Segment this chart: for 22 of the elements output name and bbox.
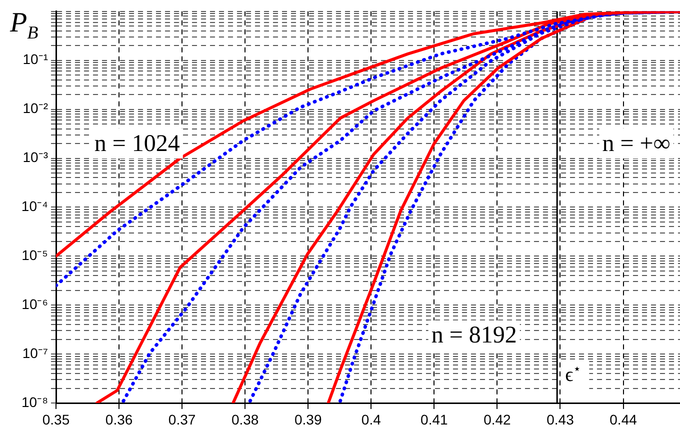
x-tick-label: 0.35 <box>42 411 70 428</box>
x-tick-label: 0.43 <box>546 411 574 428</box>
annotation: n = +∞ <box>602 130 670 157</box>
y-tick-label: 10⁻⁸ <box>22 394 48 410</box>
x-tick-label: 0.37 <box>168 411 196 428</box>
x-tick-label: 0.41 <box>420 411 448 428</box>
y-tick-label: 10⁻⁶ <box>22 296 48 312</box>
x-tick-label: 0.36 <box>105 411 133 428</box>
x-tick-label: 0.4 <box>361 411 382 428</box>
x-tick-label: 0.39 <box>294 411 322 428</box>
y-tick-label: 10⁻⁵ <box>22 247 48 264</box>
annotation: n = 1024 <box>94 130 180 157</box>
y-tick-label: 10⁻² <box>22 100 48 116</box>
y-tick-label: 10⁻³ <box>22 149 48 166</box>
x-tick-label: 0.44 <box>610 411 638 428</box>
y-tick-label: 10⁻⁴ <box>21 198 48 214</box>
y-tick-label: 10⁻⁷ <box>22 344 48 361</box>
annotation: n = 8192 <box>431 322 517 349</box>
ref-line-label: ϵ⋆ <box>565 361 582 386</box>
y-tick-label: 10⁻¹ <box>22 51 48 68</box>
x-tick-label: 0.38 <box>231 411 259 428</box>
x-tick-label: 0.42 <box>484 411 512 428</box>
